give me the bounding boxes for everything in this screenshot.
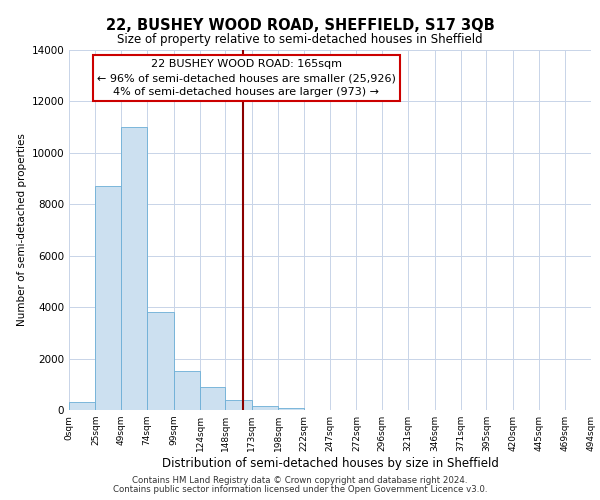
Bar: [252, 406, 278, 410]
Text: 22, BUSHEY WOOD ROAD, SHEFFIELD, S17 3QB: 22, BUSHEY WOOD ROAD, SHEFFIELD, S17 3QB: [106, 18, 494, 32]
X-axis label: Distribution of semi-detached houses by size in Sheffield: Distribution of semi-detached houses by …: [161, 457, 499, 470]
Y-axis label: Number of semi-detached properties: Number of semi-detached properties: [17, 134, 27, 326]
Bar: [226, 400, 252, 410]
Text: Contains public sector information licensed under the Open Government Licence v3: Contains public sector information licen…: [113, 485, 487, 494]
Bar: [173, 372, 200, 410]
Bar: [147, 312, 173, 410]
Bar: [69, 402, 95, 410]
Text: Contains HM Land Registry data © Crown copyright and database right 2024.: Contains HM Land Registry data © Crown c…: [132, 476, 468, 485]
Bar: [121, 127, 147, 410]
Bar: [95, 186, 121, 410]
Bar: [278, 408, 304, 410]
Text: Size of property relative to semi-detached houses in Sheffield: Size of property relative to semi-detach…: [117, 32, 483, 46]
Bar: [200, 387, 226, 410]
Text: 22 BUSHEY WOOD ROAD: 165sqm
← 96% of semi-detached houses are smaller (25,926)
4: 22 BUSHEY WOOD ROAD: 165sqm ← 96% of sem…: [97, 59, 396, 97]
